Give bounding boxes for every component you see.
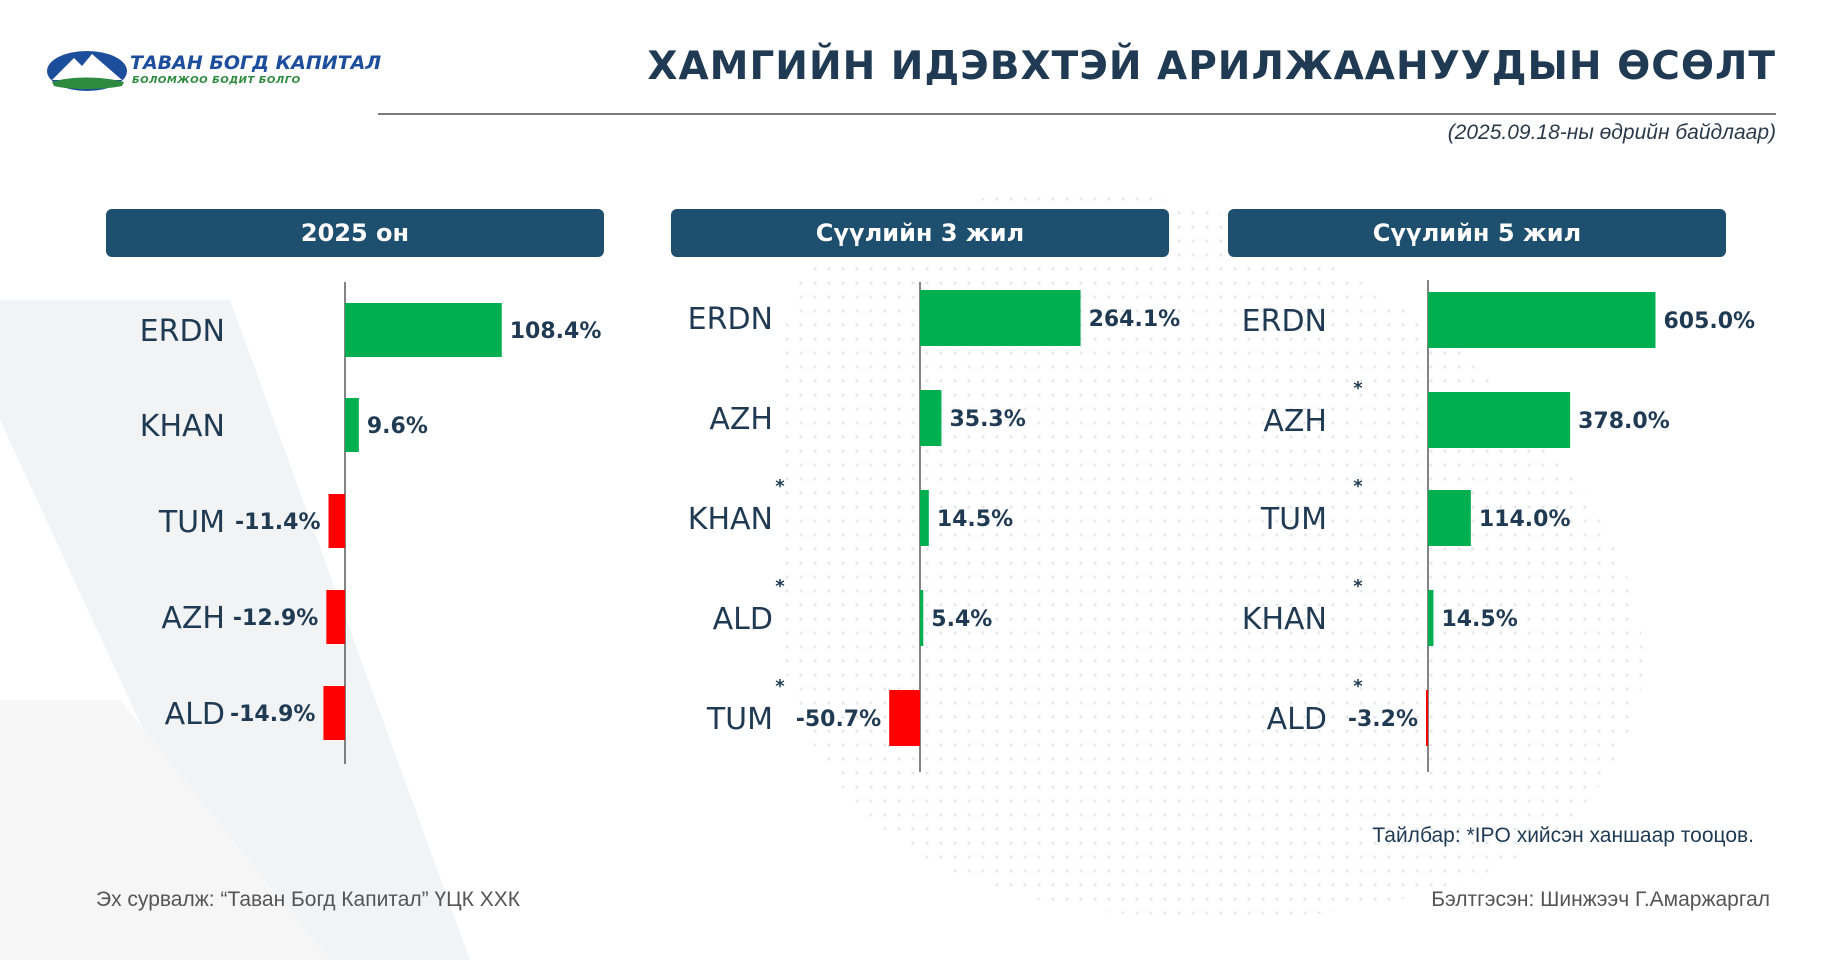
category-label: AZH — [1263, 404, 1327, 439]
ipo-marker: * — [1353, 676, 1363, 697]
category-label: KHAN — [1242, 602, 1327, 637]
data-label: 264.1% — [1089, 307, 1181, 332]
chart-bar — [920, 390, 942, 446]
chart-bar — [1428, 392, 1571, 448]
data-label: -50.7% — [796, 707, 881, 732]
chart-bar — [1426, 690, 1428, 746]
data-label: 114.0% — [1479, 507, 1571, 532]
page-title: ХАМГИЙН ИДЭВХТЭЙ АРИЛЖААНУУДЫН ӨСӨЛТ — [647, 44, 1776, 89]
panel-header-5-years: Сүүлийн 5 жил — [1228, 209, 1726, 257]
chart-bar — [326, 590, 345, 644]
chart-bar — [345, 398, 359, 452]
category-label: AZH — [709, 402, 773, 437]
data-label: 14.5% — [937, 507, 1013, 532]
category-label: TUM — [158, 505, 225, 540]
data-label: 605.0% — [1663, 309, 1755, 334]
chart-bar — [1428, 490, 1471, 546]
ipo-marker: * — [1353, 576, 1363, 597]
category-label: ERDN — [140, 314, 225, 349]
data-label: -11.4% — [235, 510, 320, 535]
category-label: KHAN — [140, 409, 225, 444]
mountain-logo-icon — [47, 51, 127, 91]
chart-bar — [328, 494, 345, 548]
data-label: -3.2% — [1348, 707, 1418, 732]
chart-bar — [1428, 292, 1656, 348]
panel-header-2025: 2025 он — [106, 209, 604, 257]
category-label: AZH — [161, 601, 225, 636]
category-label: ERDN — [1242, 304, 1327, 339]
ipo-marker: * — [775, 576, 785, 597]
chart-bar — [1428, 590, 1434, 646]
ipo-marker: * — [1353, 378, 1363, 399]
page-subtitle: (2025.09.18-ны өдрийн байдлаар) — [1447, 121, 1776, 144]
company-logo: ТАВАН БОГД КАПИТАЛ БОЛОМЖОО БОДИТ БОЛГО — [46, 46, 381, 94]
chart-bar — [889, 690, 920, 746]
category-label: ALD — [165, 697, 225, 732]
data-label: -14.9% — [230, 702, 315, 727]
category-label: TUM — [706, 702, 773, 737]
category-label: TUM — [1260, 502, 1327, 537]
data-label: 108.4% — [510, 319, 602, 344]
category-label: KHAN — [688, 502, 773, 537]
data-label: 9.6% — [367, 414, 428, 439]
source-text: Эх сурвалж: “Таван Богд Капитал” ҮЦК ХХК — [96, 888, 520, 911]
category-label: ALD — [1267, 702, 1327, 737]
data-label: 14.5% — [1441, 607, 1517, 632]
chart-bar — [920, 490, 929, 546]
logo-name: ТАВАН БОГД КАПИТАЛ — [130, 52, 382, 74]
chart-bar — [920, 590, 924, 646]
author-text: Бэлтгэсэн: Шинжээч Г.Амаржаргал — [1431, 888, 1770, 911]
data-label: 378.0% — [1578, 409, 1670, 434]
logo-slogan: БОЛОМЖОО БОДИТ БОЛГО — [132, 75, 301, 86]
chart-bar — [323, 686, 345, 740]
data-label: 35.3% — [949, 407, 1025, 432]
category-label: ALD — [713, 602, 773, 637]
data-label: -12.9% — [233, 606, 318, 631]
category-label: ERDN — [688, 302, 773, 337]
chart-bar — [345, 303, 502, 357]
panel-header-3-years: Сүүлийн 3 жил — [671, 209, 1169, 257]
footnote: Тайлбар: *IPO хийсэн ханшаар тооцов. — [1372, 824, 1754, 847]
title-divider — [378, 113, 1776, 115]
ipo-marker: * — [775, 476, 785, 497]
ipo-marker: * — [1353, 476, 1363, 497]
ipo-marker: * — [775, 676, 785, 697]
chart-bar — [920, 290, 1081, 346]
data-label: 5.4% — [931, 607, 992, 632]
